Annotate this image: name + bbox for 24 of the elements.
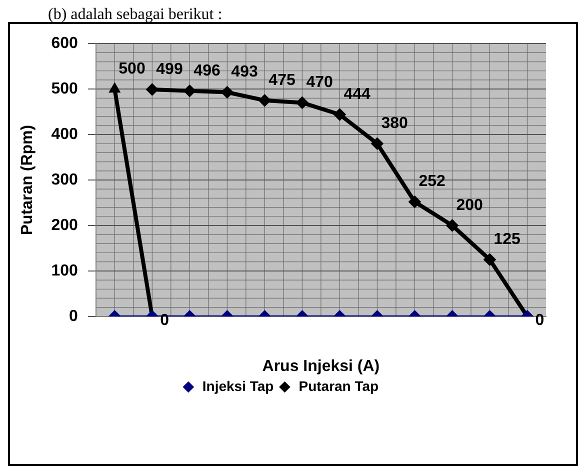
text: (b) adalah sebagai berikut : (48, 6, 224, 23)
data-label: 496 (194, 62, 220, 80)
data-label: 380 (381, 115, 408, 132)
data-label: 200 (456, 196, 484, 214)
data-label: 475 (268, 72, 296, 89)
y-tick-label: 500 (51, 80, 78, 98)
data-label: 0 (535, 312, 544, 329)
y-tick-label: 600 (51, 35, 78, 52)
y-tick-label: 100 (51, 262, 78, 280)
y-tick-label: 400 (51, 126, 78, 143)
y-axis-title: Putaran (Rpm) (19, 124, 36, 236)
data-label: 499 (156, 60, 183, 78)
x-axis-title: Arus Injeksi (A) (262, 358, 380, 375)
data-label: 493 (231, 64, 258, 81)
data-label: 125 (494, 230, 521, 248)
legend-label: Injeksi Tap (202, 378, 274, 394)
data-label: 444 (344, 86, 370, 103)
data-label: 0 (160, 312, 170, 329)
legend-label: Putaran Tap (298, 378, 379, 394)
data-label: 470 (306, 74, 333, 92)
data-label: 500 (118, 60, 146, 78)
y-tick-label: 200 (51, 216, 78, 234)
y-tick-label: 300 (51, 171, 78, 188)
y-tick-label: 0 (68, 308, 78, 325)
